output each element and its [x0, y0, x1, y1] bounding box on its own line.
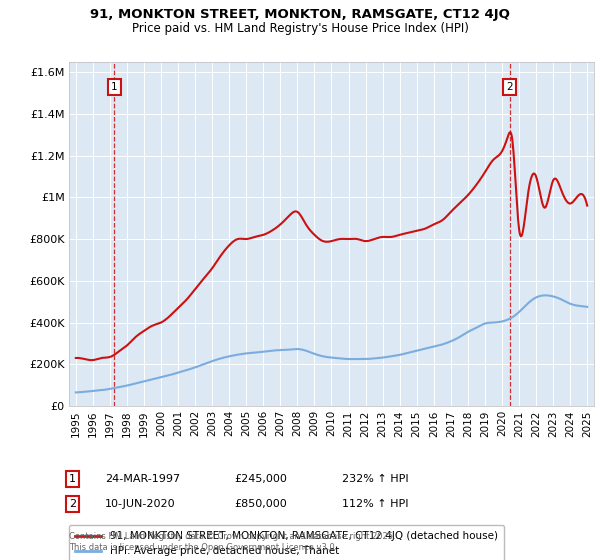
Text: Contains HM Land Registry data © Crown copyright and database right 2025.
This d: Contains HM Land Registry data © Crown c… — [69, 532, 395, 552]
Text: 91, MONKTON STREET, MONKTON, RAMSGATE, CT12 4JQ: 91, MONKTON STREET, MONKTON, RAMSGATE, C… — [90, 8, 510, 21]
Text: Price paid vs. HM Land Registry's House Price Index (HPI): Price paid vs. HM Land Registry's House … — [131, 22, 469, 35]
Text: £850,000: £850,000 — [234, 499, 287, 509]
Text: 2: 2 — [69, 499, 76, 509]
Text: 1: 1 — [69, 474, 76, 484]
Text: 2: 2 — [506, 82, 513, 92]
Text: 1: 1 — [111, 82, 118, 92]
Text: 112% ↑ HPI: 112% ↑ HPI — [342, 499, 409, 509]
Legend: 91, MONKTON STREET, MONKTON, RAMSGATE, CT12 4JQ (detached house), HPI: Average p: 91, MONKTON STREET, MONKTON, RAMSGATE, C… — [69, 525, 504, 560]
Text: 232% ↑ HPI: 232% ↑ HPI — [342, 474, 409, 484]
Text: 24-MAR-1997: 24-MAR-1997 — [105, 474, 180, 484]
Text: 10-JUN-2020: 10-JUN-2020 — [105, 499, 176, 509]
Text: £245,000: £245,000 — [234, 474, 287, 484]
